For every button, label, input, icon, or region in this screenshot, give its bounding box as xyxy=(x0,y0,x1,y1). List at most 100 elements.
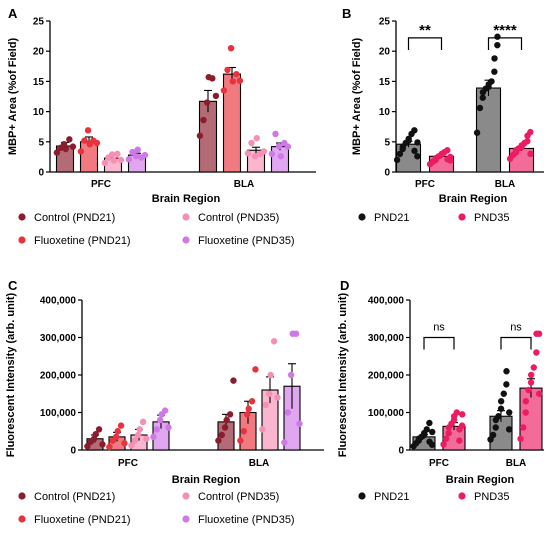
data-point xyxy=(108,151,116,158)
data-point xyxy=(497,398,505,405)
category-label: BLA xyxy=(495,179,516,190)
y-tick-label: 200,000 xyxy=(368,371,405,382)
data-point xyxy=(240,428,247,435)
legend-label: Control (PND21) xyxy=(34,212,115,224)
y-tick-label: 0 xyxy=(38,168,44,179)
data-point xyxy=(275,142,283,150)
legend-marker xyxy=(458,492,466,500)
legend-marker xyxy=(18,515,26,523)
legend-label: Control (PND35) xyxy=(198,212,279,224)
data-point xyxy=(414,139,421,146)
data-point xyxy=(226,411,234,418)
data-point xyxy=(93,139,101,147)
y-tick-label: 300,000 xyxy=(40,333,77,344)
significance-bracket xyxy=(423,336,455,350)
data-point xyxy=(442,435,450,442)
data-point xyxy=(220,87,228,94)
data-point xyxy=(117,156,125,164)
y-axis-label: MBP+ Area (%of Field) xyxy=(7,38,19,156)
y-axis-label: Fluorescent Intensity (arb. unit) xyxy=(5,292,17,457)
data-point xyxy=(95,426,103,433)
data-point xyxy=(491,68,498,75)
significance-label: **** xyxy=(493,22,517,39)
data-point xyxy=(221,424,229,431)
data-point xyxy=(224,66,231,74)
data-point xyxy=(253,134,260,142)
y-tick-label: 20 xyxy=(33,47,45,58)
data-point xyxy=(252,366,259,373)
data-point xyxy=(396,150,404,158)
data-point xyxy=(81,137,88,144)
y-tick-label: 10 xyxy=(379,107,391,118)
data-point xyxy=(66,136,73,143)
data-point xyxy=(533,349,540,356)
panel-d: D 0 100,000 200,000 300,000 400,000 Fluorescen… xyxy=(337,278,544,503)
data-point xyxy=(84,127,92,134)
data-point xyxy=(492,424,499,431)
data-point xyxy=(522,409,529,416)
legend-marker xyxy=(182,236,190,244)
category-label: PFC xyxy=(118,458,138,469)
data-point xyxy=(503,381,510,388)
y-tick-label: 25 xyxy=(33,17,45,28)
data-point xyxy=(284,409,291,416)
data-point xyxy=(535,330,543,337)
data-point xyxy=(292,330,300,337)
data-point xyxy=(114,150,121,158)
legend-label: Fluoxetine (PND35) xyxy=(198,235,295,247)
data-point xyxy=(272,130,279,138)
data-point xyxy=(92,431,99,438)
data-point xyxy=(53,149,61,156)
significance-label: ns xyxy=(510,322,522,334)
data-point xyxy=(150,433,157,441)
data-point xyxy=(203,99,211,106)
legend-label: PND21 xyxy=(374,212,409,224)
data-point xyxy=(527,128,534,136)
data-point xyxy=(106,443,113,451)
data-point xyxy=(128,442,135,449)
data-point xyxy=(497,405,505,412)
data-point xyxy=(527,371,535,379)
data-point xyxy=(134,431,142,439)
data-point xyxy=(473,129,481,136)
data-point xyxy=(268,150,276,158)
data-point xyxy=(84,443,91,450)
data-point xyxy=(267,371,274,379)
data-point xyxy=(77,148,85,155)
data-point xyxy=(405,135,412,142)
legend-label: PND21 xyxy=(374,491,409,503)
legend-marker xyxy=(182,213,190,221)
panel-letter: A xyxy=(8,6,18,21)
category-label: PFC xyxy=(429,458,449,469)
x-axis-label: Brain Region xyxy=(439,193,508,205)
significance-bracket xyxy=(487,37,523,50)
data-point xyxy=(262,401,269,409)
data-point xyxy=(444,147,451,154)
data-point xyxy=(423,426,430,433)
data-point xyxy=(236,77,244,84)
data-point xyxy=(161,407,169,414)
data-point xyxy=(495,413,502,420)
data-point xyxy=(112,433,120,441)
data-point xyxy=(459,411,466,418)
data-point xyxy=(429,428,436,436)
legend-marker xyxy=(182,515,190,523)
legend-marker xyxy=(358,492,366,500)
data-point xyxy=(114,428,121,435)
data-point xyxy=(132,153,140,160)
data-point xyxy=(99,441,106,448)
data-point xyxy=(519,424,527,431)
data-point xyxy=(260,148,268,155)
data-point xyxy=(244,150,252,157)
data-point xyxy=(281,439,288,446)
data-point xyxy=(522,398,530,405)
y-axis-label: MBP+ Area (%of Field) xyxy=(351,38,363,156)
y-tick-label: 300,000 xyxy=(368,333,405,344)
category-label: BLA xyxy=(234,179,255,190)
panel-letter: D xyxy=(340,278,349,293)
y-tick-label: 5 xyxy=(38,137,44,148)
data-point xyxy=(287,371,295,379)
data-point xyxy=(101,159,109,167)
data-point xyxy=(60,141,68,148)
y-tick-label: 0 xyxy=(398,446,404,457)
